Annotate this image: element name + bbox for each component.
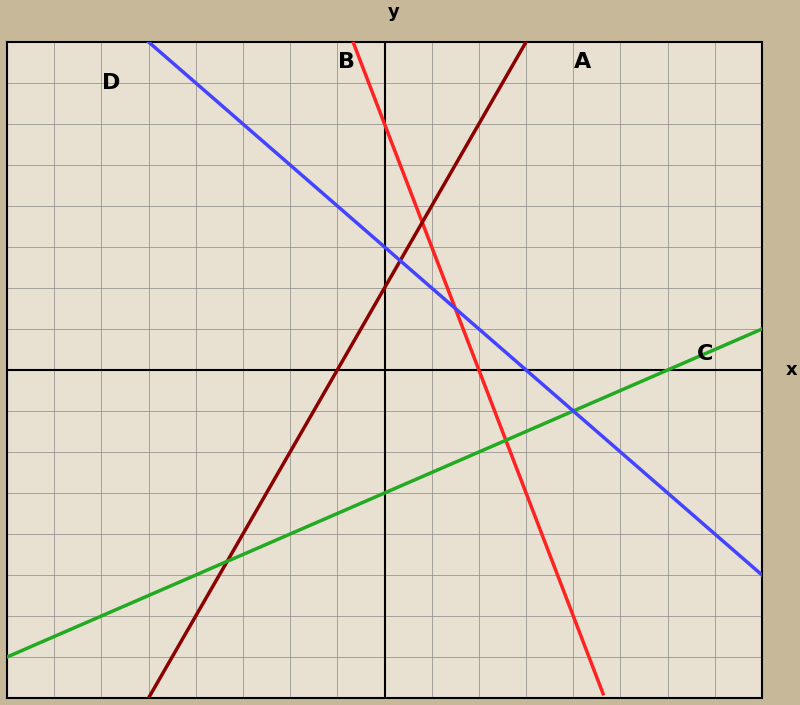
Text: A: A: [574, 52, 591, 73]
Text: B: B: [338, 52, 355, 73]
Text: y: y: [388, 4, 400, 21]
Text: C: C: [698, 343, 714, 364]
Text: D: D: [102, 73, 120, 93]
Text: x: x: [786, 361, 798, 379]
